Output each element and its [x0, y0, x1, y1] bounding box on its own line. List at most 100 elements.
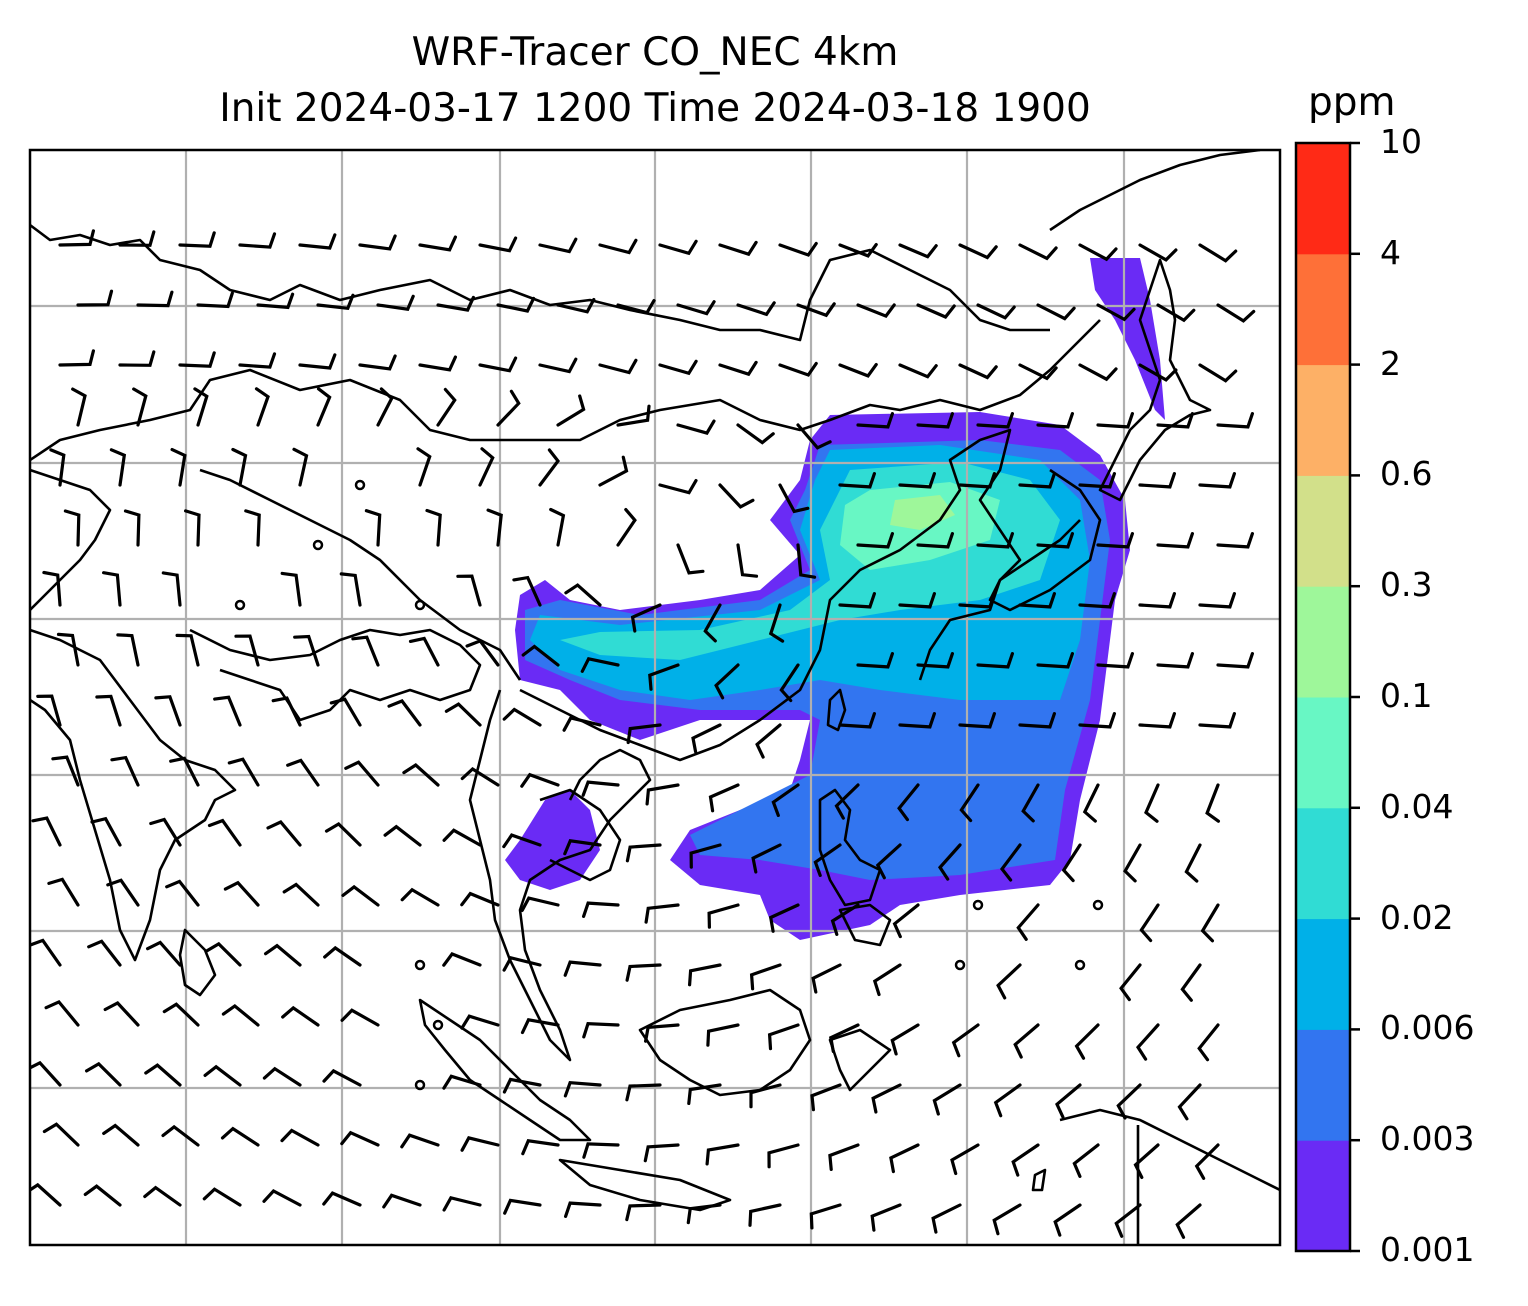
wind-barb-210: [625, 843, 662, 863]
wind-barb-212: [751, 843, 782, 874]
wind-barb-48: [538, 357, 578, 374]
wind-barb-220: [47, 877, 80, 907]
wind-barb-297: [1055, 1083, 1082, 1119]
wind-barb-254: [872, 963, 902, 997]
wind-barb-275: [951, 1023, 980, 1058]
wind-barb-334: [870, 1203, 902, 1232]
wind-barb-336: [992, 1203, 1022, 1236]
wind-barb-114: [916, 532, 954, 549]
wind-barb-124: [280, 571, 302, 607]
wind-barb-135: [958, 592, 996, 609]
wind-barb-294: [871, 1083, 902, 1114]
map-gridlines: [30, 150, 1280, 1245]
wind-barb-153: [856, 652, 894, 669]
wind-barb-2: [178, 231, 216, 248]
wind-barb-284: [262, 1066, 302, 1087]
wind-barb-164: [271, 696, 302, 727]
colorbar: [1294, 141, 1360, 1253]
wind-barb-65: [376, 387, 394, 427]
wind-barb-calm-286: [414, 1079, 426, 1091]
wind-barb-241: [87, 939, 122, 967]
map-title-line2: Init 2024-03-17 1200 Time 2024-03-18 190…: [219, 86, 1091, 131]
wind-barb-178: [1138, 712, 1176, 729]
wind-barb-203: [207, 818, 242, 847]
wind-barb-251: [688, 963, 722, 987]
wind-barb-46: [418, 355, 457, 372]
wind-barb-238: [1139, 903, 1160, 943]
wind-barb-205: [324, 822, 362, 847]
wind-barb-214: [875, 843, 902, 880]
wind-barb-83: [231, 447, 248, 487]
wind-barb-22: [196, 291, 234, 309]
wind-barb-306: [400, 1133, 440, 1149]
wind-barb-82: [170, 448, 187, 487]
wind-barb-289: [563, 1081, 602, 1098]
wind-barb-227: [460, 891, 500, 907]
wind-barb-236: [1016, 903, 1040, 941]
wind-barb-282: [144, 1063, 182, 1087]
wind-barb-202: [149, 817, 182, 847]
colorbar-tick-label: 0.003: [1380, 1119, 1475, 1159]
wind-barb-121: [102, 571, 122, 607]
wind-barb-79: [1216, 412, 1254, 429]
wind-barb-248: [502, 955, 542, 972]
wind-barb-293: [810, 1083, 842, 1112]
wind-barb-325: [322, 1191, 362, 1207]
wind-barb-166: [387, 699, 422, 727]
wind-barb-287: [442, 1074, 482, 1090]
wind-barb-162: [154, 695, 182, 727]
wind-barb-259: [1180, 963, 1202, 1002]
wind-barb-92: [778, 483, 810, 514]
wind-barb-291: [687, 1083, 722, 1105]
wind-barb-136: [1018, 592, 1056, 609]
wind-barb-calm-123: [234, 599, 246, 611]
wind-barb-calm-266: [432, 1019, 444, 1031]
wind-barb-11: [718, 240, 758, 257]
wind-barb-78: [1156, 412, 1194, 429]
wind-barb-177: [1078, 712, 1116, 729]
colorbar-unit: ppm: [1308, 80, 1396, 125]
wind-barb-317: [1072, 1143, 1100, 1178]
wind-barb-200: [31, 816, 62, 847]
wind-barb-61: [132, 387, 148, 427]
wind-barb-269: [582, 1021, 620, 1039]
wind-barb-337: [1053, 1203, 1082, 1237]
wind-barb-20: [76, 289, 114, 307]
wind-barb-49: [598, 358, 638, 375]
colorbar-bin-7: [1296, 364, 1350, 476]
wind-barb-57: [1078, 363, 1118, 382]
wind-barb-215: [937, 843, 962, 881]
wind-barb-30: [676, 300, 716, 316]
wind-barb-111: [736, 543, 759, 578]
wind-barb-62: [193, 387, 209, 427]
wind-barb-206: [383, 824, 422, 847]
wind-barb-10: [658, 239, 698, 256]
wind-barb-52: [778, 361, 818, 377]
wind-barb-88: [538, 448, 561, 487]
wind-barb-231: [707, 903, 740, 929]
plume-lowest-west: [505, 790, 600, 890]
colorbar-tick-label: 4: [1380, 232, 1401, 272]
wind-barb-139: [1198, 592, 1236, 609]
wind-barb-24: [316, 293, 355, 311]
wind-barb-230: [644, 903, 680, 924]
wind-barb-140: [56, 632, 80, 667]
wind-barb-3: [238, 232, 277, 249]
wind-barb-40: [58, 349, 95, 367]
wind-barb-277: [1074, 1023, 1100, 1060]
wind-barb-225: [341, 884, 380, 907]
wind-barb-176: [1018, 712, 1056, 729]
wind-barb-63: [254, 387, 270, 427]
wind-barb-274: [890, 1023, 920, 1056]
colorbar-bin-3: [1296, 807, 1350, 920]
wind-barb-195: [959, 783, 980, 823]
wind-barb-290: [625, 1083, 662, 1102]
colorbar-tick-label: 0.1: [1380, 676, 1433, 715]
wind-barb-98: [1138, 472, 1176, 489]
wind-barb-232: [768, 903, 800, 933]
wind-barb-270: [644, 1023, 680, 1043]
wind-barb-55: [958, 363, 998, 380]
wind-barb-29: [616, 299, 656, 315]
wind-barb-339: [1175, 1203, 1202, 1239]
wind-barb-122: [161, 571, 182, 607]
